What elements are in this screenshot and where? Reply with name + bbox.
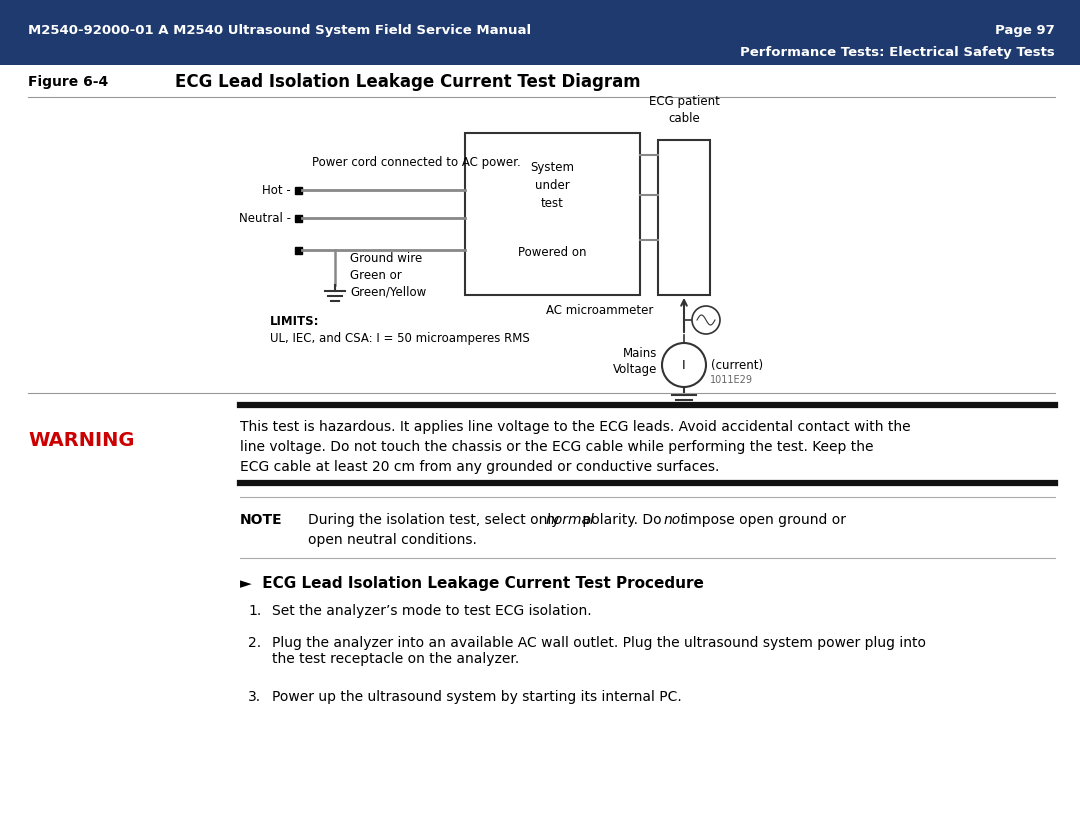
Text: This test is hazardous. It applies line voltage to the ECG leads. Avoid accident: This test is hazardous. It applies line … — [240, 420, 910, 434]
Text: open neutral conditions.: open neutral conditions. — [308, 533, 477, 547]
Text: Ground wire
Green or
Green/Yellow: Ground wire Green or Green/Yellow — [350, 252, 427, 299]
Text: 3.: 3. — [248, 690, 261, 704]
Bar — [658, 140, 710, 295]
Text: polarity. Do: polarity. Do — [578, 513, 666, 527]
Text: UL, IEC, and CSA: I = 50 microamperes RMS: UL, IEC, and CSA: I = 50 microamperes RM… — [270, 332, 530, 345]
Text: Power cord connected to AC power.: Power cord connected to AC power. — [312, 155, 521, 168]
Bar — [295, 247, 302, 254]
Text: System
under
test: System under test — [530, 160, 575, 209]
Text: ►  ECG Lead Isolation Leakage Current Test Procedure: ► ECG Lead Isolation Leakage Current Tes… — [240, 576, 704, 591]
Text: ECG Lead Isolation Leakage Current Test Diagram: ECG Lead Isolation Leakage Current Test … — [175, 73, 640, 91]
Text: Figure 6-4: Figure 6-4 — [28, 75, 108, 89]
Text: Power up the ultrasound system by starting its internal PC.: Power up the ultrasound system by starti… — [272, 690, 681, 704]
Text: normal: normal — [545, 513, 595, 527]
Text: line voltage. Do not touch the chassis or the ECG cable while performing the tes: line voltage. Do not touch the chassis o… — [240, 440, 874, 454]
Text: Mains
Voltage: Mains Voltage — [612, 346, 657, 375]
Bar — [295, 187, 302, 193]
Text: NOTE: NOTE — [240, 513, 283, 527]
Text: not: not — [663, 513, 686, 527]
Text: ECG patient
cable: ECG patient cable — [649, 95, 719, 125]
Circle shape — [662, 343, 706, 387]
Bar — [465, 133, 640, 295]
Text: Page 97: Page 97 — [996, 23, 1055, 37]
Text: WARNING: WARNING — [28, 430, 135, 450]
Text: During the isolation test, select only: During the isolation test, select only — [308, 513, 564, 527]
Text: 2.: 2. — [248, 636, 261, 650]
Bar — [295, 214, 302, 222]
Text: Set the analyzer’s mode to test ECG isolation.: Set the analyzer’s mode to test ECG isol… — [272, 604, 592, 618]
Text: ECG cable at least 20 cm from any grounded or conductive surfaces.: ECG cable at least 20 cm from any ground… — [240, 460, 719, 474]
Text: 1.: 1. — [248, 604, 261, 618]
Text: LIMITS:: LIMITS: — [270, 315, 320, 328]
Text: impose open ground or: impose open ground or — [679, 513, 846, 527]
Text: (current): (current) — [711, 359, 764, 371]
Bar — [0, 0, 1080, 65]
Text: Hot -: Hot - — [262, 183, 291, 197]
Text: M2540-92000-01 A M2540 Ultrasound System Field Service Manual: M2540-92000-01 A M2540 Ultrasound System… — [28, 23, 531, 37]
Text: AC microammeter: AC microammeter — [545, 304, 653, 316]
Text: I: I — [683, 359, 686, 371]
Text: Powered on: Powered on — [518, 245, 586, 259]
Text: Neutral -: Neutral - — [239, 212, 291, 224]
Circle shape — [692, 306, 720, 334]
Text: 1011E29: 1011E29 — [710, 375, 753, 385]
Text: Performance Tests: Electrical Safety Tests: Performance Tests: Electrical Safety Tes… — [740, 46, 1055, 58]
Text: Plug the analyzer into an available AC wall outlet. Plug the ultrasound system p: Plug the analyzer into an available AC w… — [272, 636, 926, 666]
